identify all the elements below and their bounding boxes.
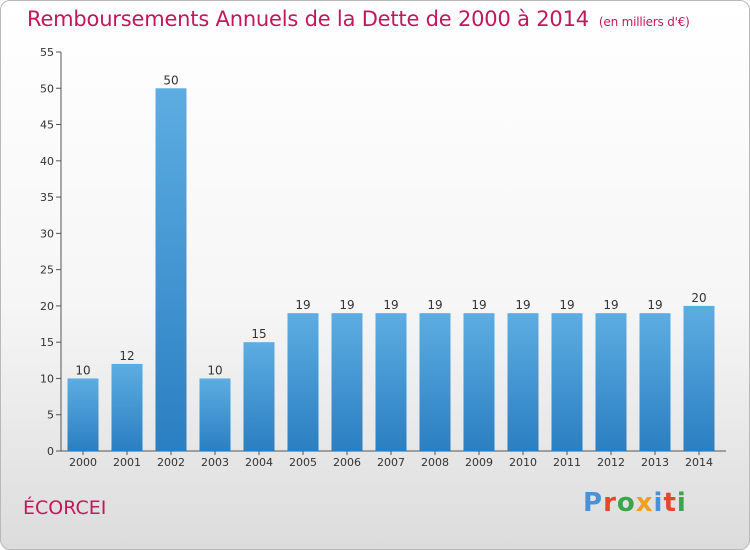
logo-letter: i <box>676 488 687 518</box>
y-tick-label: 55 <box>40 46 54 59</box>
data-label: 19 <box>515 298 530 312</box>
data-label: 19 <box>295 298 310 312</box>
data-label: 19 <box>559 298 574 312</box>
bar-2002 <box>155 88 187 451</box>
data-label: 19 <box>647 298 662 312</box>
x-tick-label: 2000 <box>69 456 97 469</box>
x-tick-label: 2003 <box>201 456 229 469</box>
data-label: 12 <box>119 349 134 363</box>
x-tick-label: 2013 <box>641 456 669 469</box>
y-tick-label: 45 <box>40 119 54 132</box>
x-tick-label: 2005 <box>289 456 317 469</box>
bar-2012 <box>595 313 627 451</box>
y-tick-label: 20 <box>40 300 54 313</box>
x-tick-label: 2009 <box>465 456 493 469</box>
x-tick-label: 2011 <box>553 456 581 469</box>
x-tick-label: 2006 <box>333 456 361 469</box>
chart-title-block: Remboursements Annuels de la Dette de 20… <box>27 7 690 31</box>
proxiti-logo: Proxiti <box>583 488 687 518</box>
data-label: 19 <box>383 298 398 312</box>
y-tick-label: 25 <box>40 264 54 277</box>
bar-2000 <box>67 378 99 451</box>
logo-letter: t <box>663 488 677 518</box>
bar-2010 <box>507 313 539 451</box>
bar-2007 <box>375 313 407 451</box>
x-tick-label: 2014 <box>685 456 713 469</box>
x-tick-label: 2008 <box>421 456 449 469</box>
x-tick-label: 2001 <box>113 456 141 469</box>
logo-letter: r <box>603 488 617 518</box>
x-tick-label: 2010 <box>509 456 537 469</box>
chart-title: Remboursements Annuels de la Dette de 20… <box>27 7 589 31</box>
bars <box>67 88 715 451</box>
y-tick-label: 10 <box>40 372 54 385</box>
y-tick-label: 15 <box>40 336 54 349</box>
x-tick-label: 2004 <box>245 456 273 469</box>
y-tick-label: 30 <box>40 227 54 240</box>
y-tick-label: 35 <box>40 191 54 204</box>
data-label: 19 <box>427 298 442 312</box>
data-label: 50 <box>163 73 178 87</box>
chart-subtitle: (en milliers d'€) <box>598 15 690 29</box>
bar-2003 <box>199 378 231 451</box>
x-tick-label: 2002 <box>157 456 185 469</box>
bar-2009 <box>463 313 495 451</box>
data-label: 10 <box>207 363 222 377</box>
y-tick-label: 50 <box>40 82 54 95</box>
data-label: 15 <box>251 327 266 341</box>
logo-letter: o <box>616 488 636 518</box>
y-tick-label: 0 <box>47 445 54 458</box>
logo-letter: P <box>583 488 604 518</box>
x-tick-label: 2007 <box>377 456 405 469</box>
bar-2005 <box>287 313 319 451</box>
logo-letter: x <box>635 488 654 518</box>
bar-2001 <box>111 363 143 451</box>
logo-letter: i <box>653 488 664 518</box>
bar-2004 <box>243 342 275 451</box>
bar-2008 <box>419 313 451 451</box>
commune-name: ÉCORCEI <box>23 497 107 519</box>
y-tick-label: 5 <box>47 409 54 422</box>
x-tick-label: 2012 <box>597 456 625 469</box>
data-label: 19 <box>471 298 486 312</box>
data-label: 19 <box>603 298 618 312</box>
y-tick-label: 40 <box>40 155 54 168</box>
bar-2011 <box>551 313 583 451</box>
data-label: 19 <box>339 298 354 312</box>
data-label: 10 <box>75 363 90 377</box>
bar-2013 <box>639 313 671 451</box>
bar-2014 <box>683 305 715 451</box>
bar-2006 <box>331 313 363 451</box>
labels: 2000 10 2001 12 2002 50 2003 10 2004 15 2005 19 2006… <box>69 73 713 469</box>
data-label: 20 <box>691 291 706 305</box>
